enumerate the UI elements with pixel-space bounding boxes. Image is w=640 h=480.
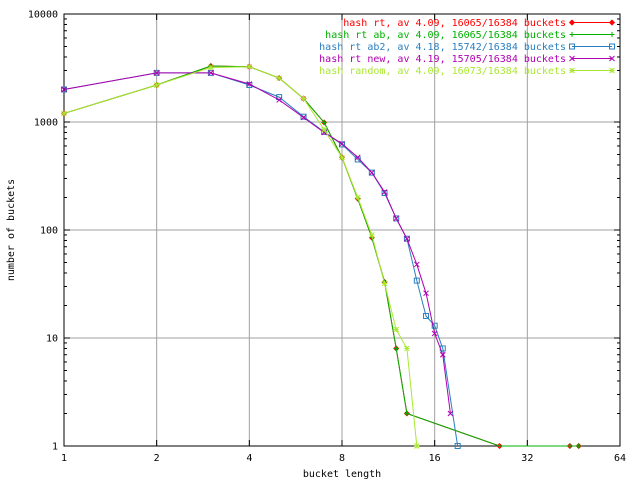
data-point: [439, 351, 446, 358]
legend-entry-label: hash rt ab, av 4.09, 16065/16384 buckets: [325, 30, 566, 41]
data-point: [431, 330, 438, 337]
x-tick-label: 64: [614, 453, 626, 464]
legend-entry-label: hash rt new, av 4.19, 15705/16384 bucket…: [319, 54, 566, 65]
data-point: [381, 189, 388, 195]
data-point: [339, 140, 345, 147]
legend: hash rt, av 4.09, 16065/16384 bucketshas…: [319, 18, 616, 77]
data-point: [404, 410, 410, 416]
grid-layer: [64, 14, 620, 446]
legend-swatch-marker: [608, 19, 616, 26]
data-point: [369, 232, 375, 238]
legend-swatch-marker: [569, 32, 575, 37]
data-point: [413, 261, 420, 268]
data-point: [153, 82, 160, 88]
data-point: [153, 70, 160, 76]
x-axis-label: bucket length: [303, 469, 381, 480]
legend-entry-label: hash random, av 4.09, 16073/16384 bucket…: [319, 66, 566, 77]
y-tick-label: 10000: [28, 10, 58, 21]
data-point: [276, 75, 282, 81]
series-5: [61, 63, 420, 449]
data-point: [300, 95, 307, 102]
y-tick-label: 100: [40, 226, 58, 237]
legend-swatch-marker: [609, 55, 615, 62]
legend-swatch-marker: [569, 55, 575, 62]
series-2: [61, 63, 582, 449]
data-point: [354, 194, 361, 201]
y-axis-label: number of buckets: [6, 179, 17, 281]
data-point: [321, 126, 327, 133]
data-point: [61, 86, 67, 93]
legend-swatch-marker: [609, 43, 615, 50]
legend-swatch-marker: [609, 32, 615, 37]
data-point: [276, 97, 283, 103]
series-layer: [60, 62, 582, 450]
y-tick-label: 1000: [34, 118, 58, 129]
data-point: [321, 119, 327, 125]
x-tick-label: 16: [429, 453, 441, 464]
legend-swatch-marker: [569, 67, 575, 74]
tick-layer: 1 2 4 8 16 32 64 1 10 100 1000 10000: [28, 10, 626, 465]
data-point: [381, 190, 388, 197]
x-tick-label: 32: [521, 453, 533, 464]
data-point: [368, 169, 375, 176]
data-point: [404, 235, 410, 242]
data-point: [300, 114, 307, 121]
data-point: [208, 70, 214, 76]
data-point: [61, 110, 67, 117]
data-point: [368, 169, 375, 176]
data-point: [246, 63, 253, 70]
data-point: [423, 290, 429, 297]
legend-entry-label: hash rt ab2, av 4.18, 15742/16384 bucket…: [319, 42, 566, 53]
legend-swatch-marker: [569, 43, 575, 50]
data-point: [431, 322, 438, 329]
data-point: [576, 443, 582, 449]
data-point: [567, 443, 573, 449]
data-point: [497, 443, 503, 449]
data-point: [354, 154, 361, 161]
x-tick-label: 1: [61, 453, 67, 464]
x-tick-label: 8: [339, 453, 345, 464]
data-point: [246, 81, 253, 87]
legend-entry-label: hash rt, av 4.09, 16065/16384 buckets: [343, 18, 566, 29]
data-point: [404, 345, 410, 352]
x-tick-label: 4: [246, 453, 252, 464]
data-point: [454, 443, 461, 449]
series-3: [61, 69, 461, 449]
legend-swatch-marker: [609, 67, 615, 74]
y-tick-label: 10: [46, 334, 58, 345]
data-point: [413, 277, 420, 284]
series-line-5: [63, 66, 418, 447]
series-line-4: [63, 72, 451, 414]
data-point: [393, 215, 400, 222]
x-tick-label: 2: [154, 453, 160, 464]
data-point: [300, 113, 307, 120]
series-line-1: [63, 65, 579, 447]
data-point: [403, 235, 410, 242]
series-4: [61, 70, 454, 417]
series-1: [60, 62, 582, 450]
data-point: [447, 410, 454, 417]
y-tick-label: 1: [52, 442, 58, 453]
legend-swatch-marker: [568, 19, 576, 26]
data-point: [208, 64, 214, 71]
series-line-2: [63, 65, 579, 447]
data-point: [393, 345, 399, 351]
series-line-3: [63, 72, 459, 447]
data-point: [393, 215, 400, 222]
data-point: [381, 280, 388, 287]
data-point: [339, 154, 345, 161]
data-point: [423, 312, 430, 319]
data-point: [413, 443, 420, 449]
data-point: [339, 141, 345, 148]
data-point: [393, 326, 400, 333]
